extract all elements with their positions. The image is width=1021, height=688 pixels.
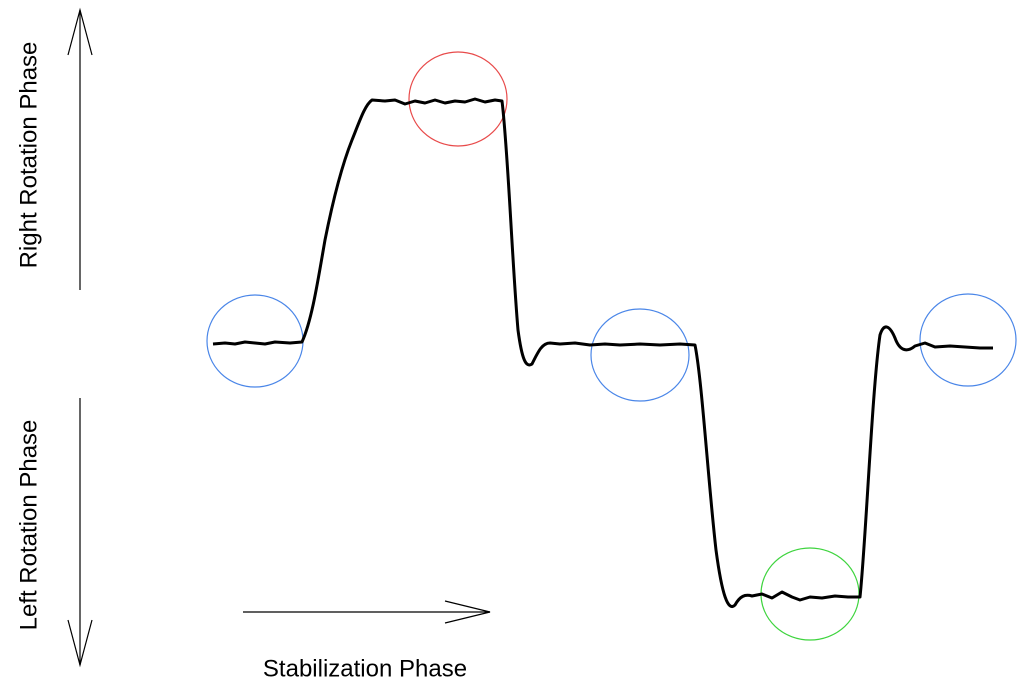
stabilization-label: Stabilization Phase [263,655,467,682]
arrows [67,7,491,668]
right-rotation-label: Right Rotation Phase [15,42,42,269]
right-arrowhead [444,600,491,624]
right-rotation-circle [408,51,508,147]
down-arrowhead [67,619,93,668]
stabilization-circle [590,308,690,402]
stabilization-circle [206,294,304,388]
left-rotation-label: Left Rotation Phase [15,420,42,631]
left-rotation-circle [760,547,860,641]
up-arrowhead [67,7,93,56]
stabilization-circle [919,293,1017,387]
signal-curve [212,97,993,608]
